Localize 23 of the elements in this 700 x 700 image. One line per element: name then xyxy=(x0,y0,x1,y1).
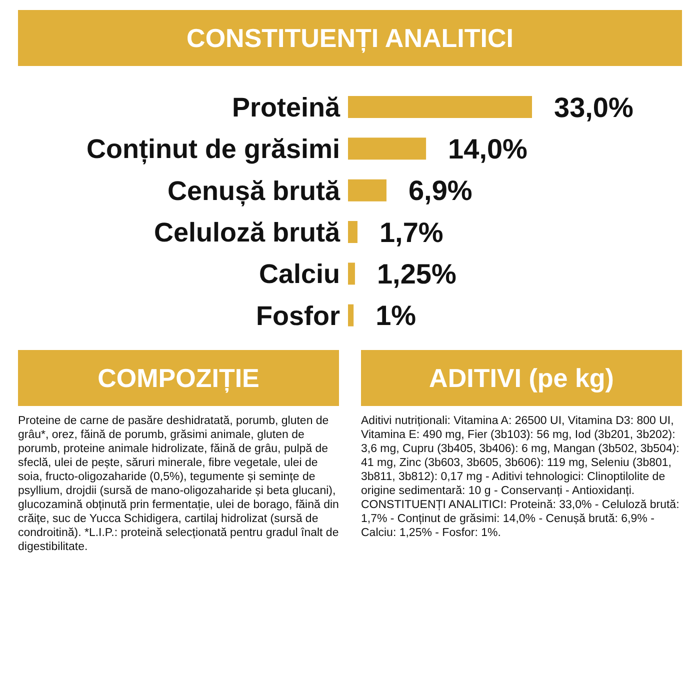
data-label: 1,25% xyxy=(376,258,456,290)
y-tick-label: Calciu xyxy=(258,259,340,290)
bar xyxy=(348,179,386,202)
y-tick-label: Proteină xyxy=(232,92,341,122)
y-tick-label: Cenușă brută xyxy=(167,176,341,207)
text: Aditivi nutriționali: Vitamina A: 26500 UI, Vitamina D3: 800 UI, Vitamina E: 490 mg, Fier (3b103): 56 mg, Iod (3b201, 3b202): 3,6 mg, Cupru (3b405, 3b406): 6 mg, Mangan (3b502, 3b504): 41 mg, Zinc (3b603, 3b605, 3b606): 119 mg, Seleniu (3b801, 3b811, 3b812): 0,17 mg - Aditivi tehnologici: Clinoptilolite de origine sedimentară: 10 g - Conservanți - Antioxidanți. CONSTITUENȚI ANALITICI: Proteină: 33,0% - Celuloză brută: 1,7% - Conținut de grăsimi: 14,0% - Cenușă brută: 6,9% - Calciu: 1,25% - Fosfor: 1%. xyxy=(361,415,680,539)
bar xyxy=(348,304,354,326)
text: ADITIVI (pe kg) xyxy=(361,350,682,406)
bar xyxy=(348,138,426,160)
bar xyxy=(348,262,355,285)
bar xyxy=(348,96,532,118)
y-tick-label: Fosfor xyxy=(256,300,340,331)
data-label: 33,0% xyxy=(554,92,634,123)
y-tick-label: Conținut de grăsimi xyxy=(86,134,340,166)
data-label: 1,7% xyxy=(379,216,444,248)
chart-title: CONSTITUENȚI ANALITICI xyxy=(18,10,682,66)
data-label: 6,9% xyxy=(408,175,472,206)
text: Proteine de carne de pasăre deshidratată, porumb, gluten de grâu*, orez, făină de porumb, grăsimi animale, gluten de porumb, proteine animale hidrolizate, făină de grâu, pulpă de sfeclă, ulei de pește, săruri minerale, fibre vegetale, ulei de soia, fructo-oligozaharide (0,5%), tegumente și semințe de psyllium, drojdii (sursă de mano-oligozaharide și beta glucani), glucozamină obținută prin fermentație, ulei de borago, făină din crăițe, suc de Yucca Schidigera, cartilaj hidrolizat (sursă de condroitină). *L.I.P.: proteină selecționată pentru gradul înalt de digestibilitate. xyxy=(18,415,339,553)
bar xyxy=(348,221,358,243)
data-label: 1% xyxy=(376,300,416,332)
y-tick-label: Celuloză brută xyxy=(154,217,341,248)
text: COMPOZIȚIE xyxy=(18,350,339,406)
data-label: 14,0% xyxy=(448,133,528,164)
